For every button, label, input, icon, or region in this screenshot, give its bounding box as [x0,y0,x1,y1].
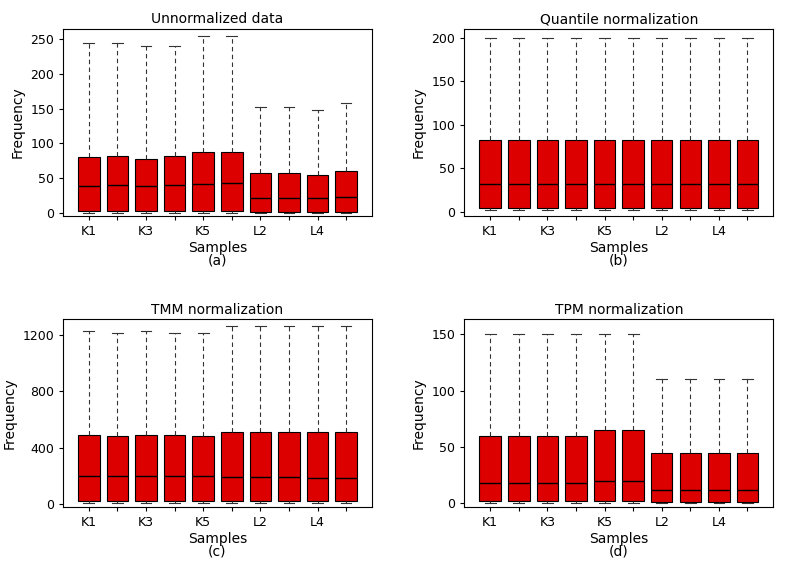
PathPatch shape [508,139,529,207]
PathPatch shape [193,435,214,501]
X-axis label: Samples: Samples [188,241,247,255]
PathPatch shape [78,435,99,501]
PathPatch shape [249,432,271,501]
Text: (d): (d) [609,544,629,558]
PathPatch shape [193,151,214,211]
PathPatch shape [679,139,701,207]
PathPatch shape [679,453,701,502]
PathPatch shape [164,156,185,211]
PathPatch shape [737,453,758,502]
Title: TPM normalization: TPM normalization [555,303,683,317]
Title: Quantile normalization: Quantile normalization [540,12,698,26]
Y-axis label: Frequency: Frequency [3,377,17,449]
PathPatch shape [651,139,672,207]
PathPatch shape [107,437,128,501]
PathPatch shape [737,139,758,207]
PathPatch shape [107,156,128,211]
X-axis label: Samples: Samples [589,532,649,545]
PathPatch shape [221,151,242,211]
PathPatch shape [164,435,185,501]
Title: TMM normalization: TMM normalization [151,303,283,317]
PathPatch shape [508,435,529,501]
PathPatch shape [594,139,615,207]
PathPatch shape [78,157,99,211]
PathPatch shape [335,432,357,501]
PathPatch shape [249,173,271,212]
PathPatch shape [594,430,615,501]
PathPatch shape [565,139,587,207]
Text: (c): (c) [208,544,226,558]
Y-axis label: Frequency: Frequency [11,86,24,158]
Y-axis label: Frequency: Frequency [412,377,426,449]
Title: Unnormalized data: Unnormalized data [151,12,283,26]
X-axis label: Samples: Samples [589,241,649,255]
PathPatch shape [279,432,300,501]
PathPatch shape [480,139,501,207]
PathPatch shape [279,173,300,212]
Text: (a): (a) [208,254,227,268]
PathPatch shape [651,453,672,502]
PathPatch shape [221,432,242,501]
PathPatch shape [537,139,558,207]
PathPatch shape [307,432,328,501]
PathPatch shape [335,171,357,212]
PathPatch shape [623,430,644,501]
PathPatch shape [135,435,157,501]
PathPatch shape [709,453,730,502]
PathPatch shape [565,435,587,501]
X-axis label: Samples: Samples [188,532,247,545]
PathPatch shape [537,435,558,501]
Y-axis label: Frequency: Frequency [412,86,426,158]
PathPatch shape [623,139,644,207]
PathPatch shape [709,139,730,207]
PathPatch shape [480,435,501,501]
PathPatch shape [307,175,328,212]
PathPatch shape [135,158,157,211]
Text: (b): (b) [609,254,629,268]
